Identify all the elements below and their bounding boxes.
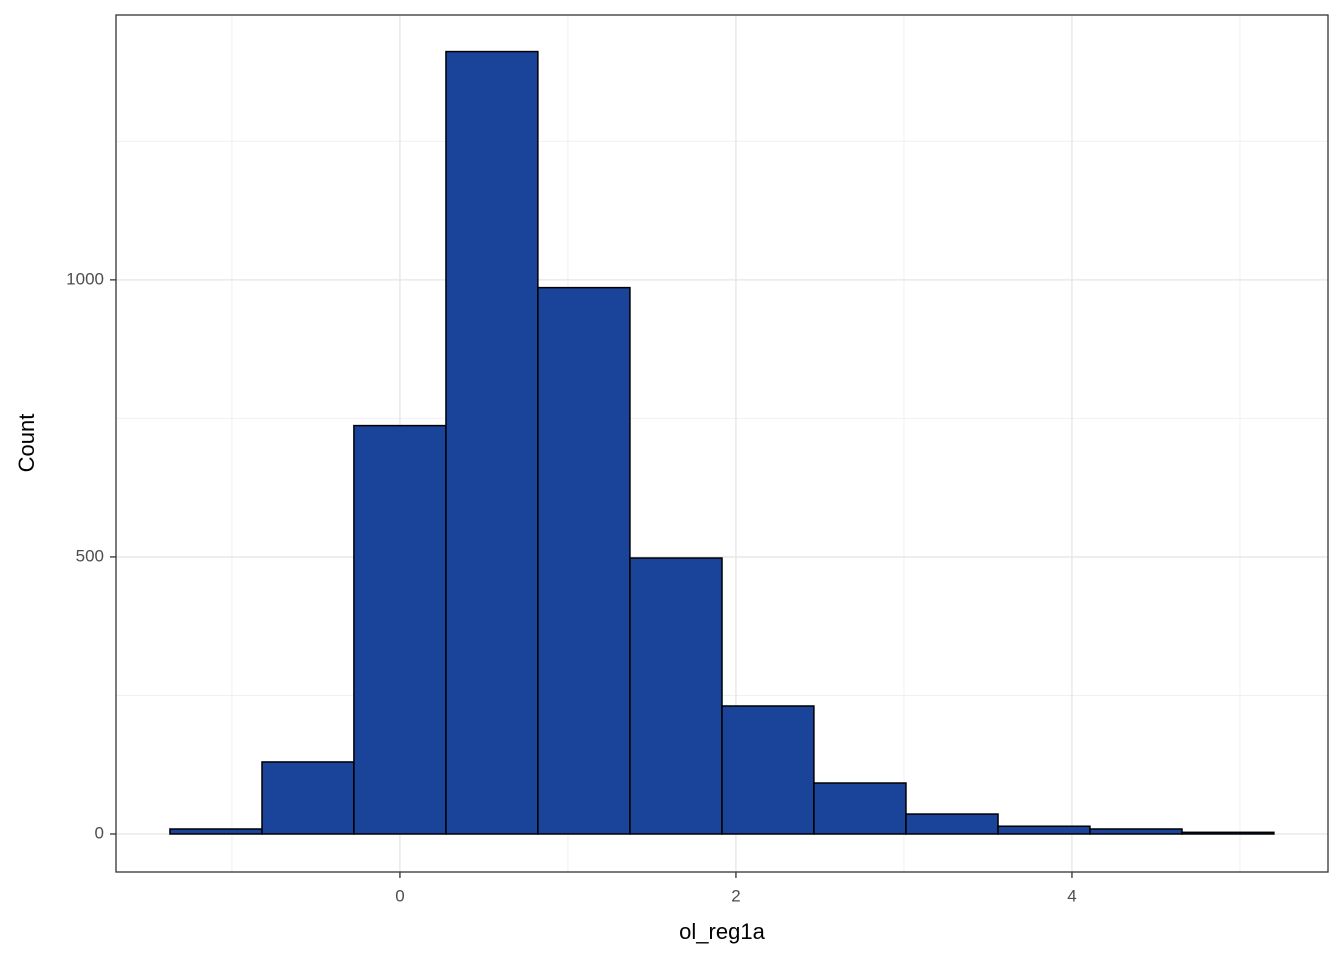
y-tick-label: 500 [76, 546, 104, 565]
x-tick-label: 0 [395, 886, 404, 905]
bar [997, 825, 1091, 835]
x-tick-label: 2 [731, 886, 740, 905]
bar [169, 828, 263, 835]
bar [1089, 828, 1183, 835]
x-tick-label: 4 [1067, 886, 1076, 905]
bar [721, 705, 815, 835]
bar [905, 813, 999, 835]
y-tick-label: 0 [95, 823, 104, 842]
y-tick-label: 1000 [66, 269, 104, 288]
plot-border [115, 14, 1329, 873]
bar [537, 286, 631, 835]
bar [261, 761, 355, 835]
bar [1181, 831, 1275, 835]
bar [813, 782, 907, 835]
bar [445, 50, 539, 835]
bar [629, 557, 723, 835]
x-axis-title: ol_reg1a [679, 919, 765, 944]
bar [353, 424, 447, 835]
y-axis-title: Count [14, 414, 39, 473]
